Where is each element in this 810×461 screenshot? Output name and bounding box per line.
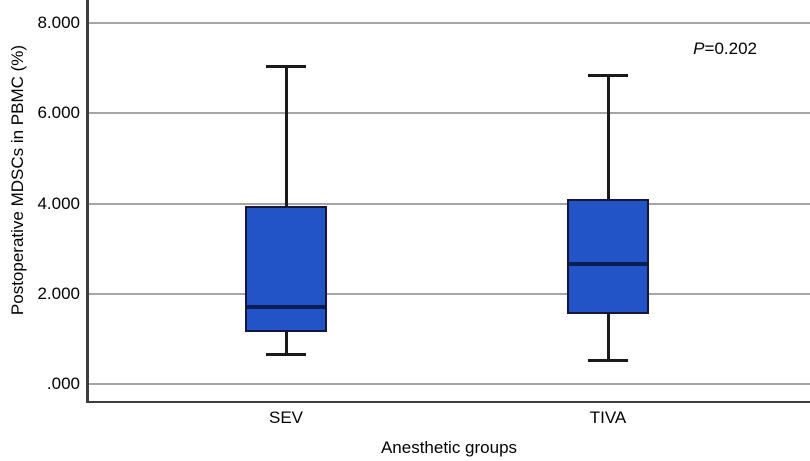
x-axis-title: Anesthetic groups xyxy=(380,438,518,457)
y-tick-label: 4.000 xyxy=(37,193,80,213)
x-tick-label-sev: SEV xyxy=(268,408,304,427)
x-tick-label-tiva: TIVA xyxy=(589,408,627,427)
median-line xyxy=(247,305,325,310)
median-line xyxy=(569,262,647,267)
y-gridline xyxy=(88,383,810,386)
p-symbol: P xyxy=(693,39,705,58)
y-axis-line xyxy=(86,0,89,403)
y-tick-label: 2.000 xyxy=(37,283,80,303)
x-axis-line xyxy=(86,401,810,403)
box-sev xyxy=(245,205,327,333)
y-tick-label: 6.000 xyxy=(37,103,80,123)
y-gridline xyxy=(88,202,810,205)
y-tick-label: .000 xyxy=(46,374,80,394)
whisker-cap-upper xyxy=(588,73,628,77)
y-gridline xyxy=(88,292,810,295)
p-value-text: =0.202 xyxy=(704,39,757,58)
y-tick-label: 8.000 xyxy=(37,13,80,33)
whisker-cap-upper xyxy=(266,64,306,68)
p-value-annotation: P=0.202 xyxy=(612,39,757,59)
y-gridline xyxy=(88,22,810,25)
y-gridline xyxy=(88,112,810,115)
whisker-cap-lower xyxy=(266,352,306,356)
box-tiva xyxy=(567,199,649,315)
whisker-cap-lower xyxy=(588,359,628,363)
